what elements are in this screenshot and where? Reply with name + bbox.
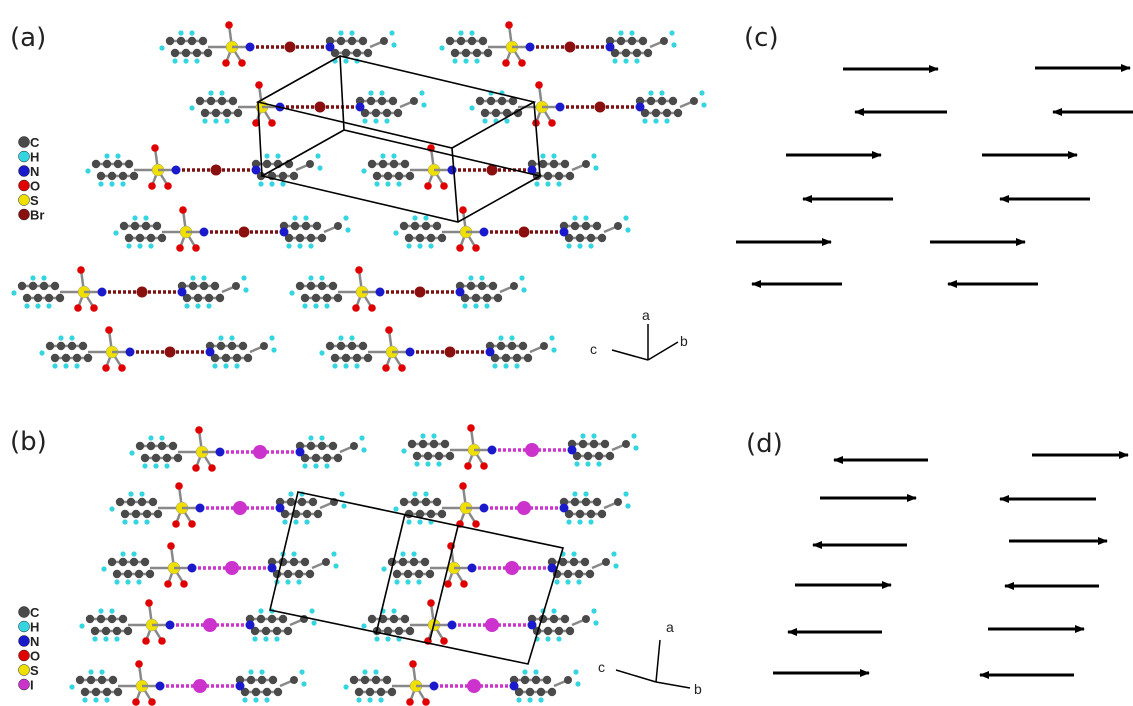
legend-label-c: C (30, 605, 40, 620)
molecules-a (11, 21, 707, 372)
molecule-complex (79, 599, 317, 645)
legend-label-s: S (30, 193, 39, 208)
legend-label-c: C (30, 135, 40, 150)
molecule-complex (393, 482, 631, 528)
molecule-complex (85, 144, 323, 190)
axis-label-b-a: a (666, 619, 674, 635)
molecule-complex (113, 206, 351, 252)
molecule-complex (189, 81, 427, 127)
legend-swatch-n (18, 635, 30, 647)
legend-label-br: Br (30, 208, 44, 223)
arrows-c (736, 64, 1133, 288)
legend-swatch-br (18, 208, 30, 221)
molecule-complex (11, 266, 249, 312)
molecule-complex (39, 326, 277, 372)
legend-swatch-o (18, 649, 30, 662)
legend-label-s: S (30, 663, 39, 678)
panel-label-b: (b) (10, 427, 47, 457)
unit-cell-a (255, 55, 543, 223)
legend-label-n: N (30, 634, 39, 649)
molecule-complex (361, 599, 599, 645)
panel-label-d: (d) (746, 429, 783, 459)
panel-label-a: (a) (10, 23, 46, 53)
legend-swatch-s (18, 194, 30, 206)
legend-swatch-n (18, 165, 30, 177)
molecule-complex (439, 21, 677, 67)
molecule-complex (393, 206, 631, 252)
molecule-complex (129, 426, 367, 472)
legend-swatch-s (18, 664, 30, 676)
molecule-complex (469, 81, 707, 127)
legend-swatch-h (18, 620, 30, 633)
axis-label-a-c: c (590, 341, 597, 357)
unit-cell-b (269, 491, 565, 665)
legend-label-h: H (30, 620, 39, 635)
molecule-complex (159, 21, 397, 67)
legend-swatch-c (18, 606, 30, 618)
molecule-complex (361, 144, 599, 190)
legend-swatch-i (18, 678, 30, 691)
arrows-d (773, 451, 1129, 679)
axis-label-a-b: b (680, 333, 688, 349)
axis-label-a-a: a (642, 307, 650, 323)
molecules-b (69, 424, 639, 706)
axis-triad-b (615, 639, 691, 689)
molecule-complex (401, 424, 639, 470)
molecule-complex (69, 660, 307, 706)
legend-swatch-h (18, 150, 30, 163)
legend-label-o: O (30, 649, 40, 664)
legend-swatch-o (18, 179, 30, 192)
molecule-complex (343, 660, 581, 706)
molecule-complex (319, 326, 557, 372)
molecule-complex (381, 542, 619, 588)
legend-label-o: O (30, 179, 40, 194)
legend-label-n: N (30, 164, 39, 179)
legend-label-i: I (30, 678, 34, 693)
axis-label-b-c: c (598, 659, 605, 675)
molecule-complex (289, 266, 527, 312)
legend-swatch-c (18, 136, 30, 148)
axis-triad-a (611, 324, 679, 361)
molecule-complex (109, 482, 347, 528)
axis-label-b-b: b (694, 681, 702, 697)
molecule-complex (101, 542, 339, 588)
legend-label-h: H (30, 150, 39, 165)
panel-label-c: (c) (744, 23, 779, 53)
